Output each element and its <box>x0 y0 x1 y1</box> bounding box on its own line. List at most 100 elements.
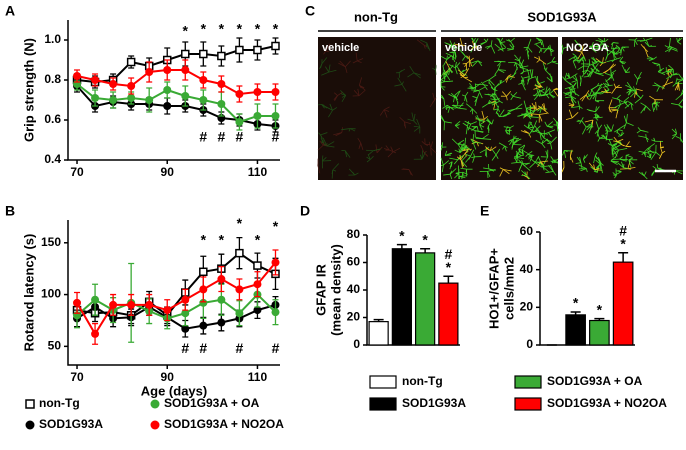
point <box>91 296 99 304</box>
point <box>217 296 225 304</box>
micrograph-label: NO2-OA <box>566 42 609 54</box>
y-tick-label: 1.0 <box>44 32 61 46</box>
point <box>272 43 279 50</box>
point <box>73 299 81 307</box>
legend-label: SOD1G93A <box>402 396 466 410</box>
bar <box>439 283 458 345</box>
point <box>145 68 153 76</box>
legend-label: SOD1G93A + OA <box>164 396 260 410</box>
legend-swatch <box>515 376 541 388</box>
error-bar <box>618 253 628 262</box>
bar <box>369 322 388 345</box>
legend-swatch <box>515 398 541 410</box>
point <box>127 301 135 309</box>
point <box>235 285 243 293</box>
y-tick-label: 100 <box>41 287 61 301</box>
annotation: * <box>201 231 207 247</box>
process <box>619 159 628 160</box>
y-tick-label: 60 <box>520 224 534 238</box>
point <box>254 47 261 54</box>
x-tick-label: 70 <box>70 165 84 179</box>
process <box>611 161 619 162</box>
point <box>271 112 279 120</box>
point <box>217 275 225 283</box>
point <box>181 66 189 74</box>
process <box>524 47 528 48</box>
point <box>127 82 135 90</box>
y-tick-label: 0 <box>526 337 533 351</box>
micrograph-label: vehicle <box>322 42 359 54</box>
point <box>181 296 189 304</box>
point <box>199 96 207 104</box>
bar <box>590 321 609 345</box>
point <box>200 268 207 275</box>
point <box>199 76 207 84</box>
series-line <box>77 46 275 82</box>
annotation: # <box>272 129 280 145</box>
point <box>73 72 81 80</box>
annotation: * <box>597 301 603 317</box>
point <box>163 306 171 314</box>
point <box>128 59 135 66</box>
point <box>236 250 243 257</box>
legend-marker <box>26 400 34 408</box>
process <box>447 56 448 60</box>
error-bar <box>443 276 453 283</box>
x-tick-label: 90 <box>161 370 175 384</box>
process <box>521 175 526 176</box>
legend-label: non-Tg <box>402 374 443 388</box>
y-tick-label: 20 <box>520 300 534 314</box>
y-tick-label: 150 <box>41 235 61 249</box>
point <box>217 319 225 327</box>
annotation: # <box>199 340 207 356</box>
point <box>182 51 189 58</box>
point <box>235 309 243 317</box>
process <box>571 94 572 97</box>
axis <box>68 20 280 160</box>
y-tick-label: 80 <box>347 227 361 241</box>
panel-label: D <box>300 203 310 219</box>
legend-marker <box>151 421 160 430</box>
y-axis-label: GFAP IR <box>313 264 328 316</box>
group-label: SOD1G93A <box>527 9 597 24</box>
point <box>218 53 225 60</box>
y-tick-label: 50 <box>48 339 62 353</box>
point <box>253 88 261 96</box>
y-axis-label: Grip strength (N) <box>21 38 36 142</box>
y-axis-label: cells/mm2 <box>501 257 516 320</box>
point <box>109 80 117 88</box>
y-tick-label: 0.8 <box>44 72 61 86</box>
y-axis-label: Rotarod latency (s) <box>21 234 36 352</box>
point <box>163 102 171 110</box>
x-tick-label: 70 <box>70 370 84 384</box>
point <box>271 88 279 96</box>
panel-label: A <box>5 3 15 19</box>
annotation: * <box>273 21 279 37</box>
annotation: * <box>237 215 243 231</box>
point <box>199 322 207 330</box>
y-axis-label: HO1+/GFAP+ <box>486 248 501 329</box>
y-tick-label: 20 <box>347 310 361 324</box>
annotation: * <box>183 23 189 39</box>
point <box>217 80 225 88</box>
annotation: * <box>422 231 428 247</box>
annotation: # <box>272 340 280 356</box>
point <box>217 100 225 108</box>
legend-swatch <box>370 398 396 410</box>
annotation: * <box>255 21 261 37</box>
error-bar <box>420 249 430 253</box>
axis <box>68 220 280 365</box>
annotation: * <box>573 295 579 311</box>
y-tick-label: 60 <box>347 255 361 269</box>
bar <box>392 249 411 345</box>
point <box>91 94 99 102</box>
y-tick-label: 0 <box>353 337 360 351</box>
point <box>91 76 99 84</box>
legend-label: SOD1G93A + OA <box>547 374 643 388</box>
point <box>271 258 279 266</box>
point <box>127 94 135 102</box>
annotation: * <box>399 227 405 243</box>
point <box>200 51 207 58</box>
annotation: # <box>236 340 244 356</box>
